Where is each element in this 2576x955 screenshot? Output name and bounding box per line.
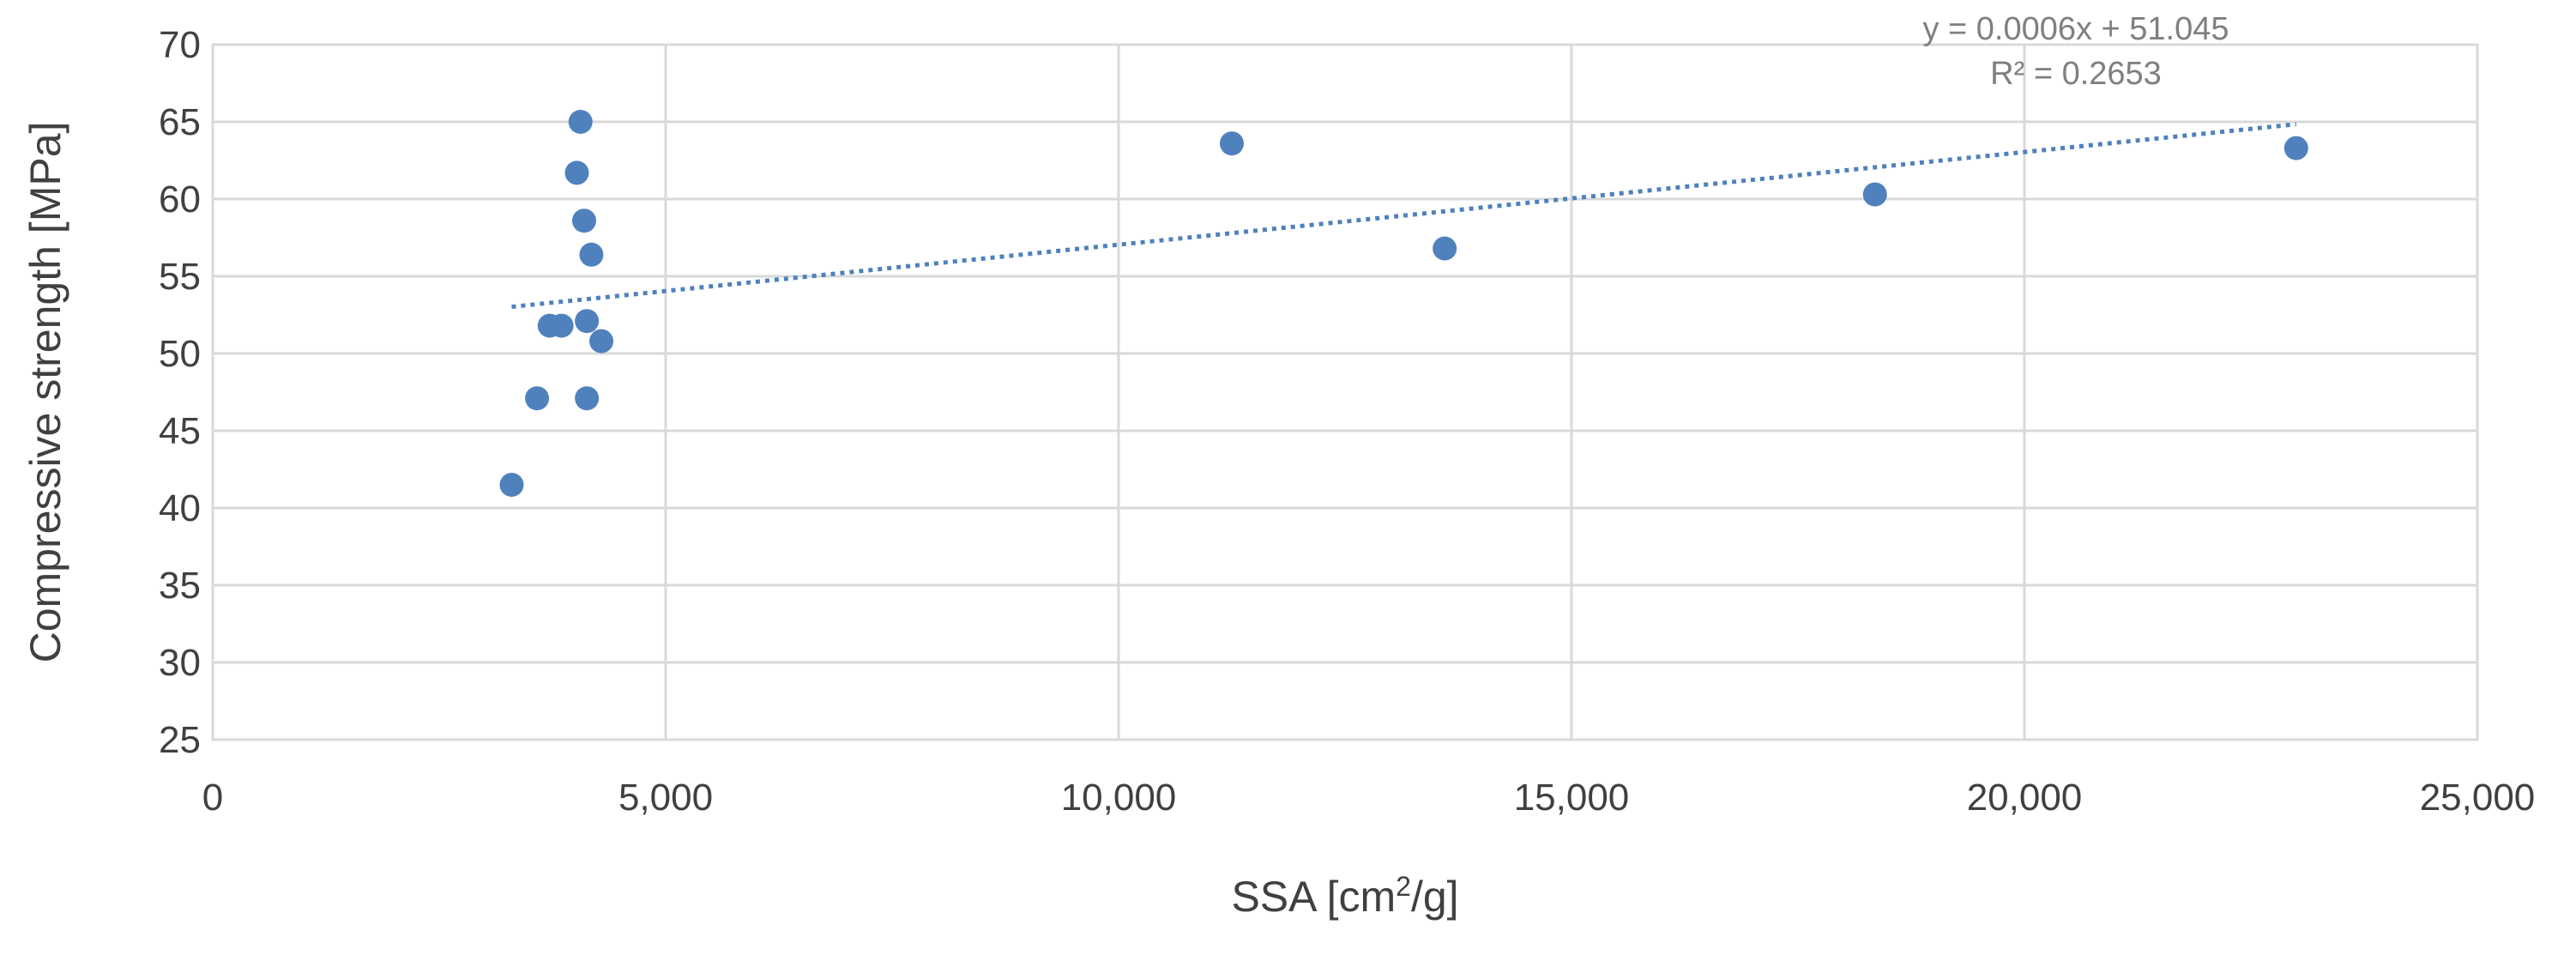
x-axis-title: SSA [cm2/g]	[1231, 871, 1458, 921]
data-point	[549, 313, 574, 338]
data-point	[575, 309, 600, 334]
data-point	[1220, 131, 1244, 156]
y-axis-title: Compressive strength [MPa]	[21, 122, 69, 663]
data-point	[579, 242, 604, 267]
x-axis-title-tail: /g]	[1411, 873, 1459, 921]
trendline-equation: y = 0.0006x + 51.045	[1922, 11, 2229, 47]
x-tick-label: 10,000	[1061, 777, 1177, 819]
x-axis-title-main: SSA [cm	[1231, 873, 1396, 921]
y-tick-label: 35	[159, 565, 201, 607]
data-point	[1862, 182, 1887, 207]
y-tick-label: 65	[159, 101, 201, 143]
y-tick-label: 40	[159, 487, 201, 529]
plot-area-border	[211, 43, 2479, 741]
x-tick-label: 15,000	[1514, 777, 1630, 819]
y-tick-label: 30	[159, 642, 201, 684]
x-tick-label: 25,000	[2420, 777, 2536, 819]
x-axis-title-superscript: 2	[1396, 871, 1411, 902]
x-tick-label: 20,000	[1967, 777, 2083, 819]
y-axis-tick-labels: 25 30 35 40 45 50 55 60 65 70	[159, 24, 201, 761]
data-point	[1433, 236, 1457, 261]
data-point	[589, 329, 614, 354]
y-tick-label: 25	[159, 719, 201, 761]
data-points	[499, 110, 2308, 497]
x-tick-label: 5,000	[618, 777, 713, 819]
data-point	[575, 386, 600, 411]
trendline-group	[511, 122, 2297, 310]
data-point	[564, 160, 589, 185]
data-point	[2283, 136, 2308, 160]
y-tick-label: 45	[159, 410, 201, 452]
linear-trendline	[511, 122, 2297, 310]
y-tick-label: 70	[159, 24, 201, 66]
y-tick-label: 50	[159, 333, 201, 375]
data-point	[571, 209, 596, 233]
data-point	[525, 386, 550, 411]
data-point	[568, 110, 593, 134]
x-axis-tick-labels: 0 5,000 10,000 15,000 20,000 25,000	[202, 777, 2536, 819]
x-tick-label: 0	[202, 777, 223, 819]
data-point	[499, 473, 524, 497]
trendline-r-squared: R² = 0.2653	[1990, 56, 2162, 92]
y-tick-label: 55	[159, 256, 201, 298]
y-tick-label: 60	[159, 178, 201, 221]
